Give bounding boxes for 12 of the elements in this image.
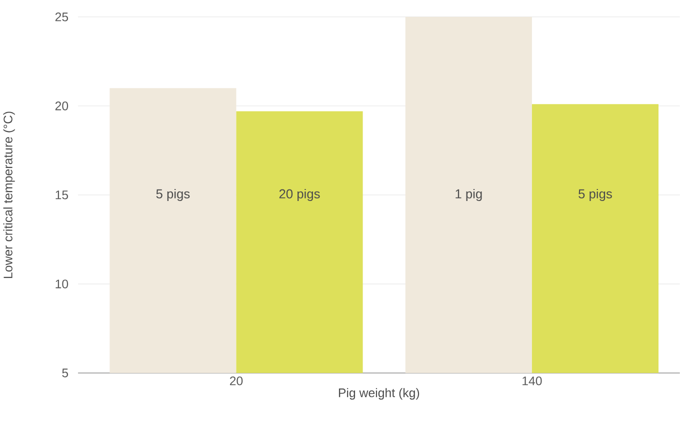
x-tick-label: 140 — [522, 376, 542, 386]
annotation: 20 pigs — [279, 189, 320, 202]
y-tick-label: 15 — [56, 190, 68, 200]
y-axis-title: Lower critical temperature (°C) — [3, 112, 15, 278]
annotation: 5 pigs — [578, 189, 612, 202]
annotation: 1 pig — [456, 189, 482, 202]
y-tick-label: 20 — [55, 102, 68, 110]
y-tick-label: 10 — [56, 280, 68, 289]
y-tick-label: 5 — [62, 368, 68, 378]
y-tick-label: 25 — [55, 12, 68, 22]
x-axis-title: Pig weight (kg) — [338, 388, 420, 400]
annotation: 5 pigs — [156, 189, 190, 202]
